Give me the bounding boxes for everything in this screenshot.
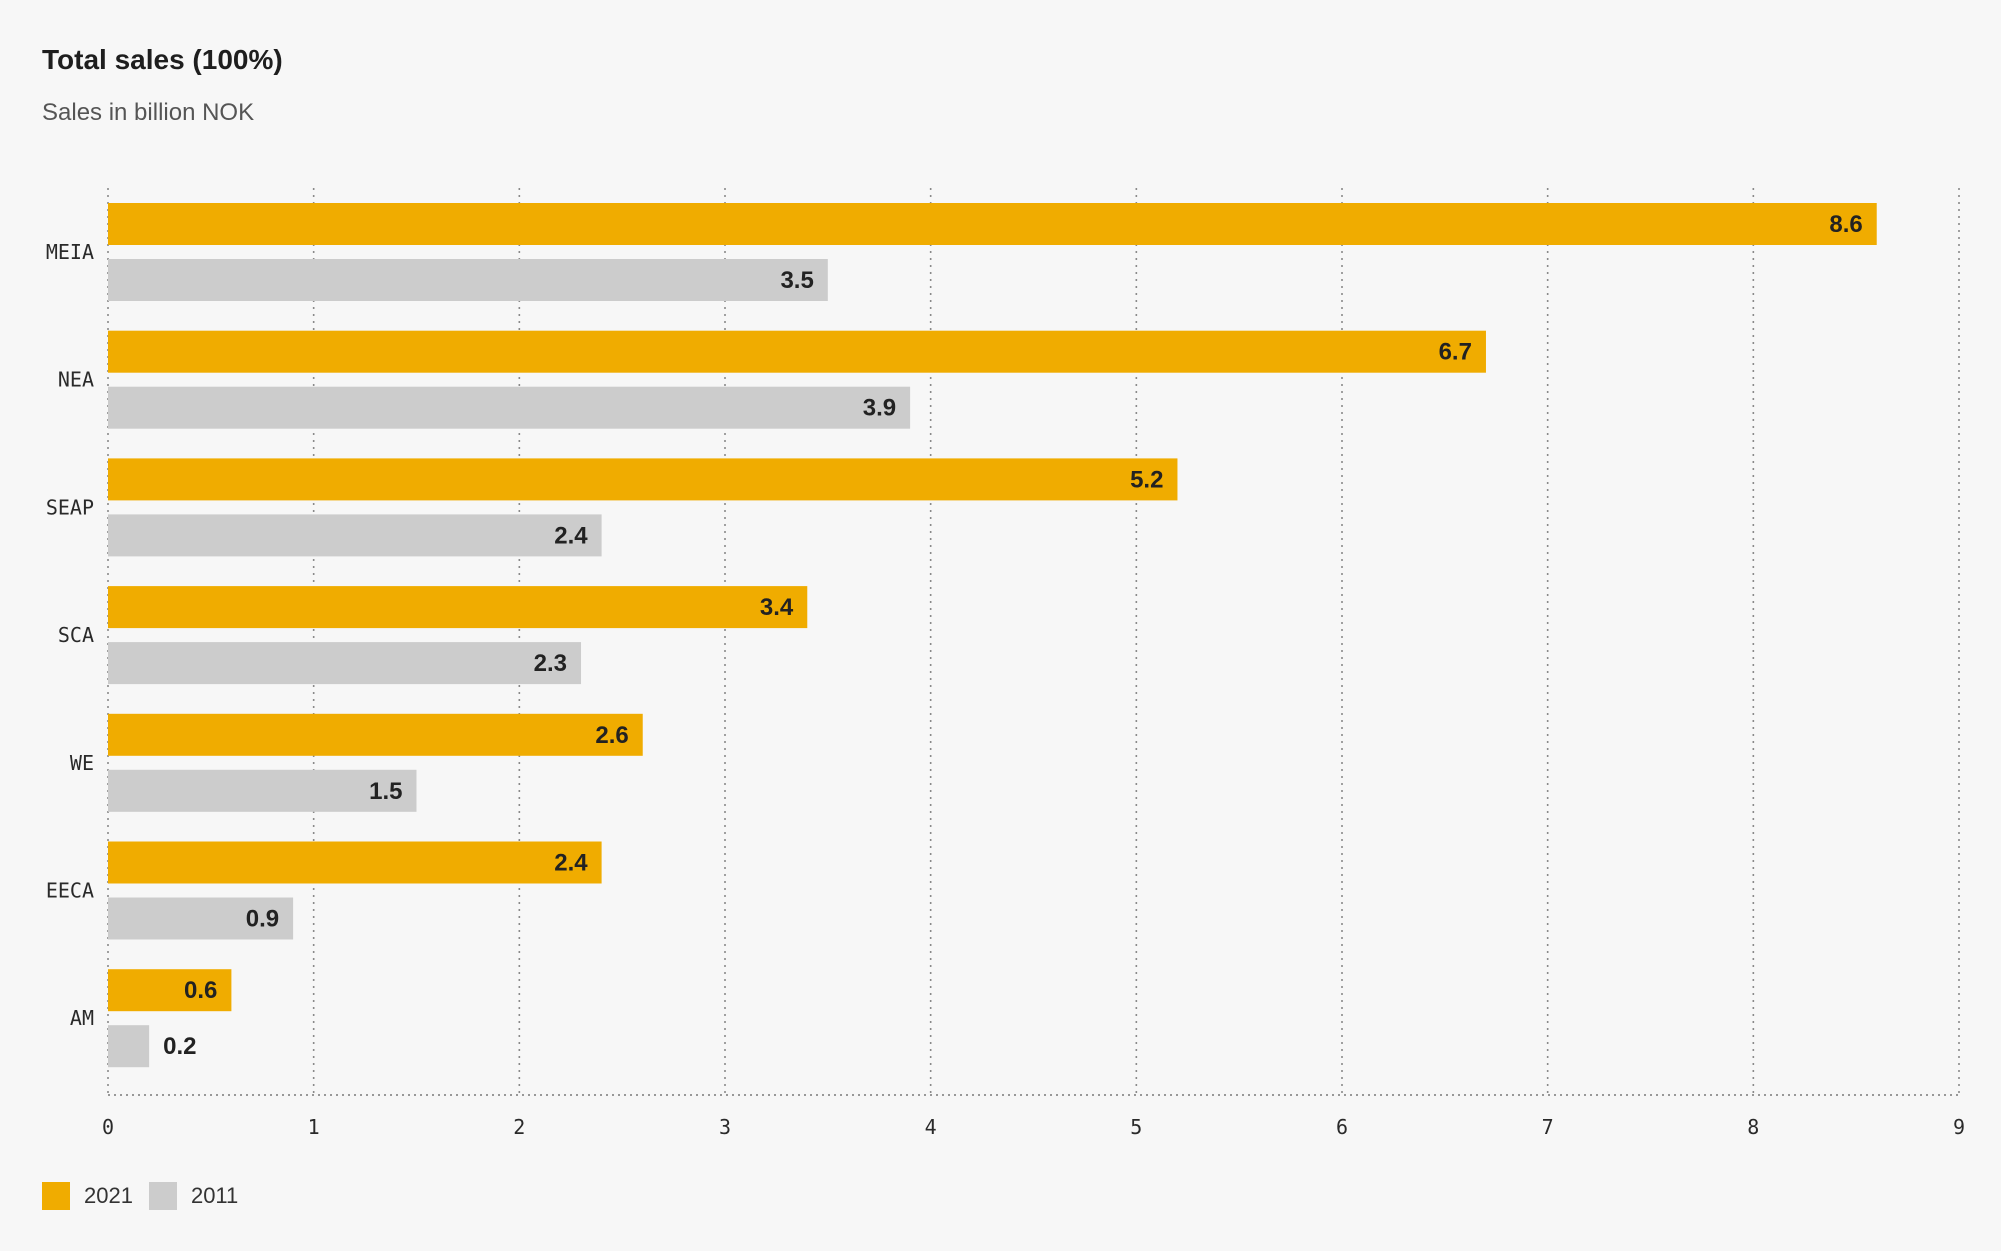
legend-label-2011: 2011 — [190, 1183, 239, 1208]
bar-2021-NEA — [108, 330, 1486, 373]
value-label: 0.6 — [184, 977, 217, 1004]
bar-2021-EECA — [108, 841, 602, 884]
bar-2021-MEIA — [108, 203, 1877, 245]
bar-2021-AM — [108, 969, 232, 1012]
bar-2011-NEA — [108, 386, 911, 429]
bar-2021-WE — [108, 713, 643, 756]
bar-2011-WE — [108, 769, 417, 812]
legend-swatch-2021 — [42, 1182, 70, 1210]
category-label: MEIA — [46, 240, 94, 264]
grid-lines — [107, 188, 1960, 1095]
x-tick-label: 9 — [1953, 1115, 1965, 1139]
x-tick-label: 4 — [925, 1115, 937, 1139]
legend-label-2021: 2021 — [84, 1183, 133, 1208]
x-tick-label: 8 — [1747, 1115, 1759, 1139]
bar-2011-EECA — [108, 897, 294, 940]
bar-2011-SCA — [108, 642, 582, 685]
bar-2021-SCA — [108, 586, 808, 629]
legend-item-2021: 2021 — [42, 1182, 133, 1210]
value-label: 3.4 — [760, 594, 794, 621]
x-tick-label: 7 — [1542, 1115, 1554, 1139]
value-label: 8.6 — [1829, 211, 1862, 238]
bar-2011-MEIA — [108, 259, 828, 301]
value-label: 2.3 — [534, 650, 567, 677]
value-label: 1.5 — [369, 778, 402, 805]
value-labels: 8.6 3.5 6.7 3.9 5.2 2.4 3.4 2.3 2.6 1.5 2.4 0.9 0.6 0… — [163, 211, 1863, 1060]
bar-2011-SEAP — [108, 514, 602, 557]
category-label: AM — [70, 1006, 94, 1030]
value-label: 2.4 — [554, 522, 588, 549]
category-label: SCA — [58, 623, 94, 647]
category-label: NEA — [58, 368, 94, 392]
category-label: WE — [70, 751, 94, 775]
x-tick-label: 1 — [308, 1115, 320, 1139]
category-label: EECA — [46, 879, 94, 903]
x-tick-label: 2 — [513, 1115, 525, 1139]
axes: 0 1 2 3 4 5 6 7 8 9 MEIA NEA SEAP SCA WE EECA AM — [46, 240, 1965, 1139]
x-tick-label: 0 — [102, 1115, 114, 1139]
category-label: SEAP — [46, 495, 94, 519]
value-label: 0.2 — [163, 1033, 196, 1060]
x-tick-label: 5 — [1130, 1115, 1142, 1139]
bars — [108, 203, 1877, 1068]
legend: 2021 2011 — [42, 1182, 254, 1210]
chart-title: Total sales (100%) — [42, 44, 283, 75]
legend-swatch-2011 — [148, 1182, 177, 1210]
legend-item-2011: 2011 — [148, 1182, 239, 1210]
value-label: 2.6 — [595, 722, 628, 749]
value-label: 3.5 — [780, 267, 813, 294]
x-tick-label: 3 — [719, 1115, 731, 1139]
bar-2011-AM — [108, 1025, 150, 1068]
value-label: 0.9 — [246, 906, 279, 933]
value-label: 2.4 — [554, 850, 588, 877]
chart-subtitle: Sales in billion NOK — [42, 99, 255, 126]
bar-2021-SEAP — [108, 458, 1178, 501]
value-label: 3.9 — [863, 395, 896, 422]
value-label: 6.7 — [1439, 339, 1472, 366]
x-tick-label: 6 — [1336, 1115, 1348, 1139]
value-label: 5.2 — [1130, 466, 1163, 493]
